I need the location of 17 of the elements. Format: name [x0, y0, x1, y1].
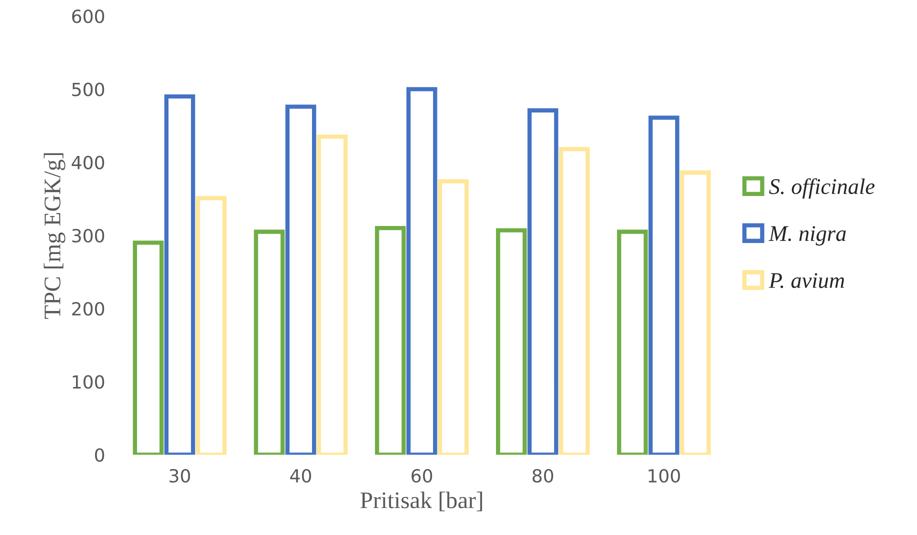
x-tick-label: 60	[412, 468, 432, 483]
legend-label: M. nigra	[768, 226, 846, 246]
y-tick-label: 200	[72, 302, 104, 316]
x-tick-label: 100	[648, 468, 680, 483]
x-axis-title: Pritisak [bar]	[360, 492, 482, 512]
x-tick-label: 40	[290, 468, 312, 483]
y-tick-label: 500	[72, 82, 104, 96]
x-tick-label: 30	[170, 468, 190, 483]
legend-label: S. officinale	[769, 178, 875, 199]
y-tick-label: 300	[72, 228, 104, 243]
y-tick-label: 600	[72, 10, 104, 24]
y-axis-title: TPC [mg EGK/g]	[44, 153, 66, 319]
x-tick-label: 80	[532, 468, 554, 483]
y-tick-label: 100	[72, 375, 104, 389]
legend-label: P. avium	[768, 273, 844, 288]
y-tick-label: 0	[95, 448, 104, 462]
y-tick-label: 400	[72, 156, 104, 170]
